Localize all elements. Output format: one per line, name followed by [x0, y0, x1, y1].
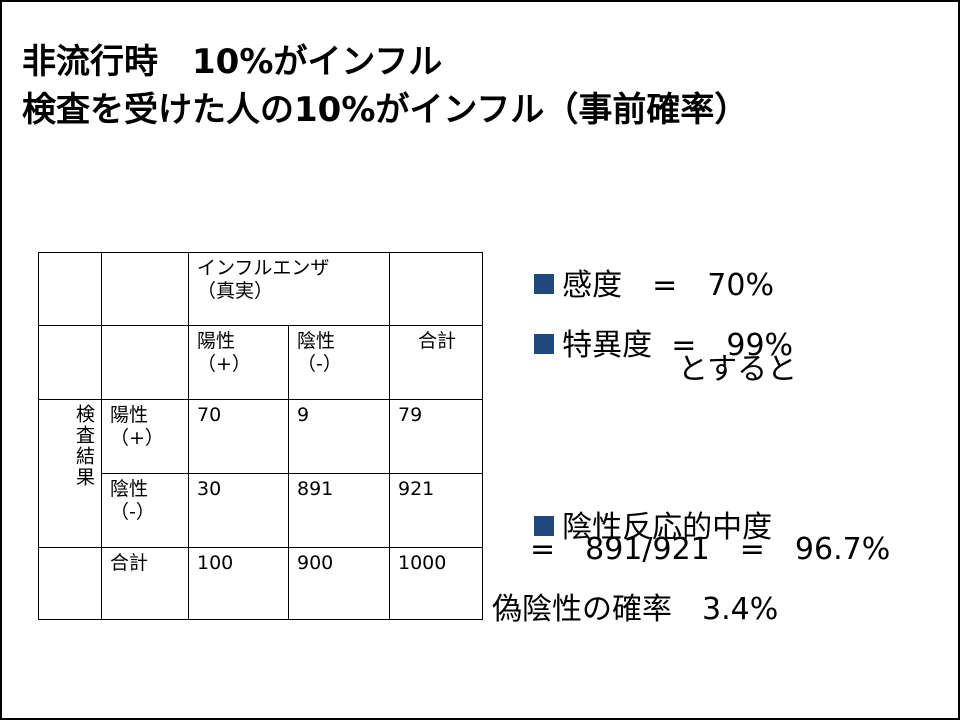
table-empty-cell: [389, 252, 483, 326]
table-corner-cell: [38, 325, 102, 400]
sensitivity-line: 感度 = 70%: [496, 232, 774, 340]
row-group-test-result: 検査結果: [38, 399, 102, 548]
table-header-row-2: 陽性 （+） 陰性 （-） 合計: [38, 325, 483, 400]
table-row: 陰性 （-） 30 891 921: [39, 473, 483, 548]
slide-title-line1: 非流行時 10%がインフル: [22, 42, 443, 82]
specificity-line: 特異度 = 99%: [496, 292, 793, 400]
false-negative-probability: 偽陰性の確率 3.4%: [492, 592, 779, 627]
slide-title-line2: 検査を受けた人の10%がインフル（事前確率）: [22, 90, 749, 130]
npv-line: 陰性反応的中度: [496, 474, 772, 582]
cell-true-negative: 891: [288, 473, 390, 548]
cell-non-influenza-total: 900: [288, 547, 390, 620]
table-header-row-1: インフルエンザ （真実）: [38, 252, 483, 326]
cell-negative-total: 921: [389, 473, 483, 548]
specificity-text: 特異度 = 99%: [562, 328, 794, 363]
npv-label: 陰性反応的中度: [562, 510, 773, 545]
table-corner-cell: [38, 252, 102, 326]
row-label-positive: 陽性 （+）: [101, 399, 189, 474]
sensitivity-text: 感度 = 70%: [562, 268, 774, 303]
cell-positive-total: 79: [389, 399, 483, 474]
cell-true-positive: 70: [188, 399, 289, 474]
cell-grand-total: 1000: [389, 547, 483, 620]
table-empty-cell: [38, 547, 102, 620]
table-row: 検査結果 陽性 （+） 70 9 79: [38, 399, 483, 548]
square-bullet-icon: [534, 274, 555, 294]
square-bullet-icon: [534, 334, 555, 354]
then-text: とすると: [678, 352, 798, 387]
header-negative: 陰性 （-）: [288, 325, 390, 400]
table-corner-cell: [101, 325, 189, 400]
cell-false-positive: 9: [288, 399, 390, 474]
square-bullet-icon: [534, 516, 555, 536]
cell-influenza-total: 100: [188, 547, 289, 620]
contingency-table: インフルエンザ （真実） 陽性 （+） 陰性 （-） 合計 検査結果 陽性 （+…: [38, 252, 483, 620]
row-label-total: 合計: [101, 547, 189, 620]
table-row: 合計 100 900 1000: [38, 547, 483, 620]
table-corner-cell: [101, 252, 189, 326]
npv-calculation: = 891/921 = 96.7%: [530, 532, 891, 567]
row-label-negative: 陰性 （-）: [101, 473, 189, 548]
header-positive: 陽性 （+）: [188, 325, 289, 400]
header-influenza-truth: インフルエンザ （真実）: [188, 252, 390, 326]
header-total: 合計: [389, 325, 483, 400]
cell-false-negative: 30: [188, 473, 289, 548]
slide-title: 非流行時 10%がインフル 検査を受けた人の10%がインフル（事前確率）: [22, 38, 942, 134]
